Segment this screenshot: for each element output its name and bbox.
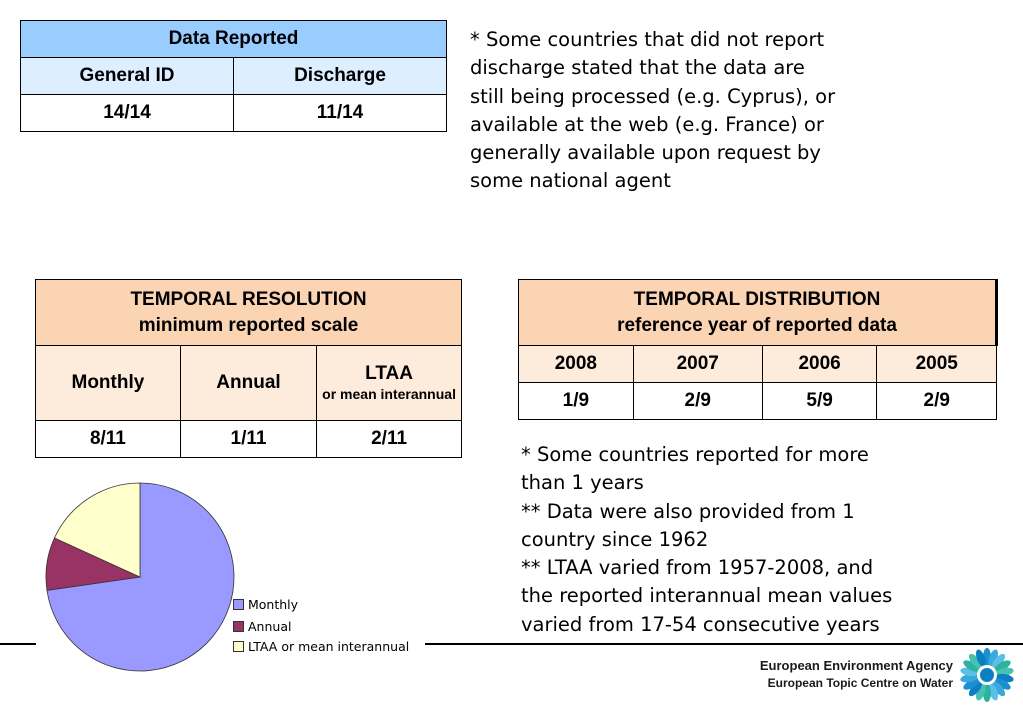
value-ltaa: 2/11 <box>316 420 462 458</box>
temporal-resolution-header: TEMPORAL RESOLUTION minimum reported sca… <box>35 279 462 346</box>
legend-label-annual: Annual <box>248 619 292 634</box>
divider-right <box>425 643 1023 645</box>
legend-label-monthly: Monthly <box>248 597 299 612</box>
column-ltaa: LTAA or mean interannual <box>316 345 462 421</box>
divider-left <box>0 643 36 645</box>
eea-logo-icon <box>960 648 1014 702</box>
temporal-distribution-title: TEMPORAL DISTRIBUTION <box>633 288 881 310</box>
column-2006: 2006 <box>761 345 878 383</box>
resolution-pie-chart <box>45 482 235 672</box>
legend-swatch-annual <box>233 621 244 632</box>
column-annual: Annual <box>179 345 318 421</box>
column-monthly: Monthly <box>35 345 181 421</box>
value-annual: 1/11 <box>179 420 318 458</box>
legend-swatch-monthly <box>233 599 244 610</box>
value-general-id: 14/14 <box>20 94 234 132</box>
temporal-resolution-title: TEMPORAL RESOLUTION <box>130 288 367 310</box>
column-discharge: Discharge <box>233 57 447 95</box>
legend-label-ltaa: LTAA or mean interannual <box>248 639 410 654</box>
column-2007: 2007 <box>632 345 763 383</box>
note-top: * Some countries that did not report dis… <box>470 28 836 193</box>
temporal-resolution-subtitle: minimum reported scale <box>138 314 359 336</box>
column-2008: 2008 <box>518 345 634 383</box>
value-2008: 1/9 <box>518 382 634 420</box>
temporal-distribution-subtitle: reference year of reported data <box>617 314 897 336</box>
ltaa-label: LTAA <box>365 362 413 384</box>
temporal-resolution-table: TEMPORAL RESOLUTION minimum reported sca… <box>35 279 462 458</box>
pie-slice-ltaa <box>53 482 141 578</box>
value-2006: 5/9 <box>761 382 878 420</box>
value-2005: 2/9 <box>876 382 997 420</box>
column-general-id: General ID <box>20 57 234 95</box>
org-name: European Environment Agency <box>759 658 953 673</box>
value-2007: 2/9 <box>632 382 763 420</box>
column-2005: 2005 <box>876 345 997 383</box>
value-discharge: 11/14 <box>233 94 447 132</box>
data-reported-header: Data Reported <box>20 20 447 58</box>
legend-item-ltaa: LTAA or mean interannual <box>233 639 414 654</box>
ltaa-sublabel: or mean interannual <box>322 385 456 402</box>
temporal-distribution-header: TEMPORAL DISTRIBUTION reference year of … <box>518 279 998 346</box>
org-subname: European Topic Centre on Water <box>767 676 953 690</box>
value-monthly: 8/11 <box>35 420 181 458</box>
temporal-distribution-table: TEMPORAL DISTRIBUTION reference year of … <box>518 279 998 420</box>
legend-item-monthly: Monthly <box>233 597 298 612</box>
legend-swatch-ltaa <box>233 641 244 652</box>
legend-item-annual: Annual <box>233 619 291 634</box>
data-reported-table: Data Reported General ID Discharge 14/14… <box>20 20 447 132</box>
note-bottom: * Some countries reported for more than … <box>521 443 893 636</box>
